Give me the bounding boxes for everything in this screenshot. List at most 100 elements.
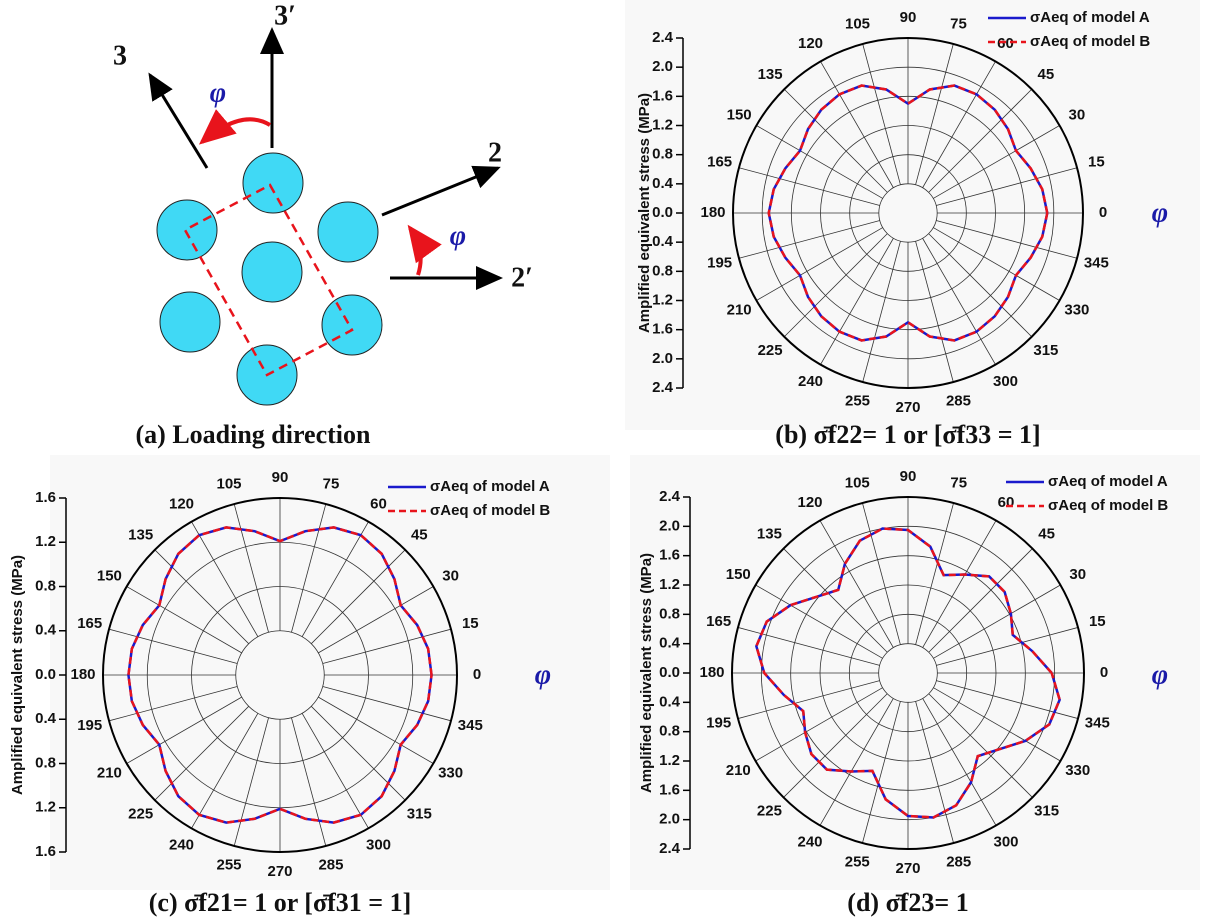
- y-tick-label: 0.0: [652, 204, 673, 221]
- angle-tick-label: 195: [77, 717, 102, 734]
- y-tick-label: 0.8: [659, 723, 680, 740]
- angle-tick-label: 150: [727, 106, 752, 123]
- legend-label: σAeq of model B: [1030, 33, 1150, 50]
- y-tick-label: 2.4: [652, 379, 674, 396]
- y-tick-label: 1.2: [652, 291, 673, 308]
- angle-tick-label: 285: [946, 392, 971, 409]
- angle-tick-label: 315: [1033, 342, 1058, 359]
- angle-tick-label: 120: [169, 495, 194, 512]
- caption: (a) Loading direction: [136, 420, 372, 449]
- angle-tick-label: 345: [458, 717, 483, 734]
- legend-label: σAeq of model A: [1048, 473, 1168, 490]
- angle-tick-label: 180: [699, 664, 724, 681]
- angle-tick-label: 60: [997, 35, 1014, 52]
- y-tick-label: 0.8: [35, 577, 56, 594]
- angle-tick-label: 330: [438, 764, 463, 781]
- angle-tick-label: 330: [1064, 301, 1089, 318]
- caption: (b) σ̄f22= 1 or [σ̄f33 = 1]: [775, 420, 1040, 449]
- y-tick-label: 0.4: [652, 175, 674, 192]
- angle-tick-label: 105: [845, 475, 870, 492]
- angle-tick-label: 285: [318, 856, 343, 873]
- y-tick-label: 2.0: [652, 58, 673, 75]
- angle-tick-label: 225: [757, 803, 782, 820]
- y-axis-label: Amplified equivalent stress (MPa): [638, 553, 655, 793]
- angle-tick-label: 285: [946, 853, 971, 870]
- angle-tick-label: 270: [267, 863, 292, 880]
- y-tick-label: 0.8: [652, 146, 673, 163]
- axis-label: 3′: [274, 0, 296, 31]
- angle-tick-label: 225: [758, 342, 783, 359]
- y-tick-label: 2.4: [659, 840, 681, 857]
- rotation-arrow: [202, 119, 270, 142]
- y-tick-label: 1.6: [659, 547, 680, 564]
- y-axis-label: Amplified equivalent stress (MPa): [636, 93, 653, 333]
- angle-tick-label: 330: [1065, 762, 1090, 779]
- y-tick-label: 1.2: [659, 752, 680, 769]
- angle-tick-label: 150: [97, 567, 122, 584]
- angle-symbol: φ: [535, 659, 551, 690]
- legend-label: σAeq of model B: [430, 502, 550, 519]
- caption: (d) σ̄f23= 1: [847, 888, 968, 917]
- y-tick-label: 1.2: [652, 116, 673, 133]
- angle-tick-label: 75: [950, 475, 967, 492]
- angle-tick-label: 0: [473, 666, 481, 683]
- angle-tick-label: 240: [798, 373, 823, 390]
- angle-tick-label: 315: [1034, 803, 1059, 820]
- angle-tick-label: 150: [726, 566, 751, 583]
- angle-tick-label: 0: [1099, 204, 1107, 221]
- angle-tick-label: 240: [169, 837, 194, 854]
- panel-background: [50, 455, 610, 890]
- y-tick-label: 1.6: [659, 781, 680, 798]
- y-tick-label: 2.4: [659, 488, 681, 505]
- angle-tick-label: 105: [845, 16, 870, 33]
- y-tick-label: 1.6: [652, 87, 673, 104]
- figure: 3′ 3 2 2′ φ φ (a) Loading direction 0.0 0…: [0, 0, 1228, 924]
- angle-tick-label: 300: [993, 373, 1018, 390]
- angle-tick-label: 120: [797, 494, 822, 511]
- angle-tick-label: 90: [900, 9, 917, 26]
- y-tick-label: 0.0: [659, 664, 680, 681]
- angle-tick-label: 15: [1088, 153, 1105, 170]
- y-tick-label: 0.4: [652, 233, 674, 250]
- axis-arrow: [150, 75, 207, 168]
- caption: (c) σ̄f21= 1 or [σ̄f31 = 1]: [149, 888, 411, 917]
- y-tick-label: 0.4: [659, 693, 681, 710]
- angle-tick-label: 315: [407, 805, 432, 822]
- y-tick-label: 0.8: [659, 605, 680, 622]
- angle-symbol: φ: [1152, 197, 1168, 228]
- y-tick-label: 1.6: [35, 489, 56, 506]
- angle-tick-label: 180: [700, 204, 725, 221]
- rotation-arrow: [410, 228, 421, 275]
- y-tick-label: 1.2: [659, 576, 680, 593]
- angle-tick-label: 210: [727, 301, 752, 318]
- angle-tick-label: 270: [895, 860, 920, 877]
- angle-tick-label: 210: [726, 762, 751, 779]
- angle-tick-label: 210: [97, 764, 122, 781]
- angle-tick-label: 90: [900, 468, 917, 485]
- angle-tick-label: 195: [706, 715, 731, 732]
- axis-label: 2′: [511, 262, 533, 293]
- angle-tick-label: 180: [70, 666, 95, 683]
- angle-tick-label: 30: [1069, 106, 1086, 123]
- angle-tick-label: 135: [128, 527, 153, 544]
- angle-tick-label: 255: [845, 392, 870, 409]
- y-axis-label: Amplified equivalent stress (MPa): [9, 555, 26, 795]
- angle-tick-label: 270: [895, 399, 920, 416]
- angle-tick-label: 240: [797, 834, 822, 851]
- angle-symbol: φ: [210, 77, 226, 108]
- angle-tick-label: 255: [845, 853, 870, 870]
- angle-tick-label: 45: [411, 527, 428, 544]
- y-tick-label: 0.4: [35, 710, 57, 727]
- legend-label: σAeq of model A: [430, 478, 550, 495]
- fibers: [157, 153, 382, 405]
- y-tick-label: 1.6: [652, 321, 673, 338]
- diagram: 3′ 3 2 2′ φ φ (a) Loading direction: [113, 0, 533, 449]
- angle-tick-label: 345: [1084, 254, 1109, 271]
- angle-symbol: φ: [1152, 659, 1168, 690]
- angle-tick-label: 30: [1069, 566, 1086, 583]
- y-tick-label: 1.6: [35, 843, 56, 860]
- legend-label: σAeq of model A: [1030, 9, 1150, 26]
- angle-tick-label: 0: [1100, 664, 1108, 681]
- angle-tick-label: 60: [370, 495, 387, 512]
- y-tick-label: 2.0: [659, 811, 680, 828]
